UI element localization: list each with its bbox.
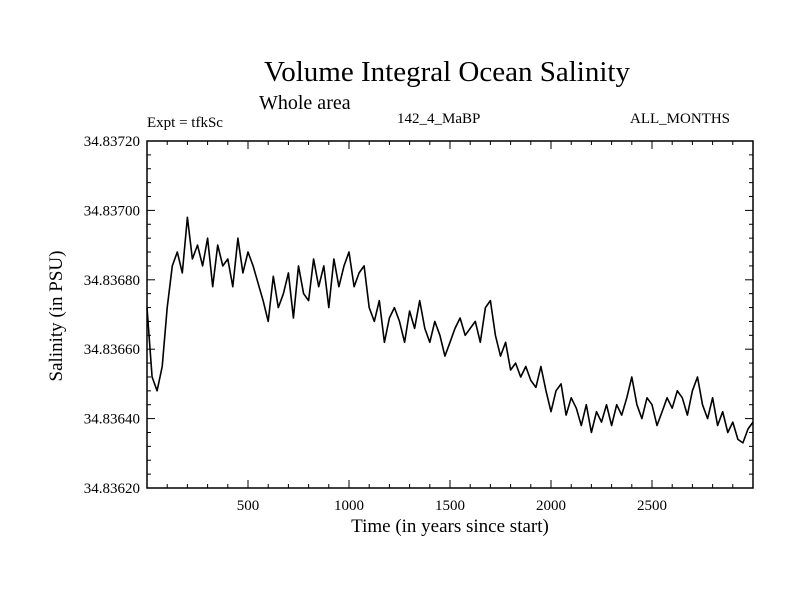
x-tick-label: 2000 <box>536 498 566 514</box>
chart-title: Volume Integral Ocean Salinity <box>264 56 630 88</box>
series-group <box>146 216 754 444</box>
y-tick-label: 34.83660 <box>84 342 140 358</box>
y-tick-label: 34.83640 <box>84 412 140 428</box>
x-tick-label: 1500 <box>435 498 465 514</box>
x-axis-label: Time (in years since start) <box>351 516 549 537</box>
axis-ticks <box>147 141 753 488</box>
y-tick-label: 34.83720 <box>84 134 140 150</box>
series-line-salinity <box>146 216 754 444</box>
run-label: 142_4_MaBP <box>397 111 481 127</box>
x-tick-label: 2500 <box>637 498 667 514</box>
y-tick-label: 34.83680 <box>84 273 140 289</box>
y-tick-label: 34.83700 <box>84 203 140 219</box>
y-tick-label: 34.83620 <box>84 481 140 497</box>
months-label: ALL_MONTHS <box>630 111 730 127</box>
x-tick-label: 500 <box>237 498 260 514</box>
tick-labels: 500 1000 1500 2000 2500 34.83620 34.83640 34.83… <box>84 134 667 514</box>
chart-subtitle: Whole area <box>259 92 351 114</box>
plot-area-frame <box>146 140 754 489</box>
x-tick-label: 1000 <box>334 498 364 514</box>
experiment-label: Expt = tfkSc <box>147 115 223 131</box>
